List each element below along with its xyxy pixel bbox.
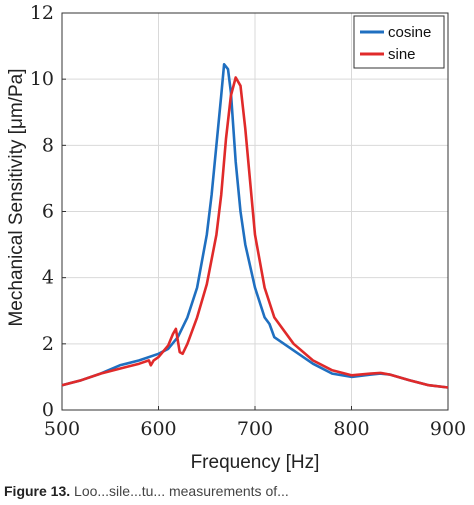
legend-label-sine: sine <box>388 46 416 63</box>
series-line-sine <box>61 76 449 389</box>
x-tick-label: 900 <box>430 418 466 440</box>
y-axis-label: Mechanical Sensitivity [μm/Pa] <box>6 68 27 326</box>
x-tick-label: 500 <box>44 418 80 440</box>
caption-label: Figure 13. <box>4 483 71 499</box>
x-tick-label: 700 <box>237 418 273 440</box>
x-tick-label: 600 <box>140 418 176 440</box>
x-tick-label: 800 <box>333 418 369 440</box>
grid-lines <box>61 12 449 411</box>
y-tick-label: 0 <box>42 399 54 421</box>
y-tick-label: 12 <box>30 2 54 24</box>
y-tick-label: 8 <box>42 134 54 156</box>
y-tick-label: 10 <box>30 68 54 90</box>
tick-layer: 500 600 700 800 900 0 2 4 6 8 10 12 <box>30 2 466 440</box>
y-tick-label: 4 <box>42 267 54 289</box>
caption-text: Loo...sile...tu... measurements of... <box>74 483 289 499</box>
series-layer <box>61 63 449 389</box>
legend: cosine sine <box>353 15 445 69</box>
y-tick-label: 6 <box>42 201 54 223</box>
x-axis-label: Frequency [Hz] <box>191 452 320 473</box>
legend-box <box>353 15 445 69</box>
legend-label-cosine: cosine <box>388 24 431 41</box>
y-tick-label: 2 <box>42 333 54 355</box>
figure-caption: Figure 13. Loo...sile...tu... measuremen… <box>4 483 474 505</box>
